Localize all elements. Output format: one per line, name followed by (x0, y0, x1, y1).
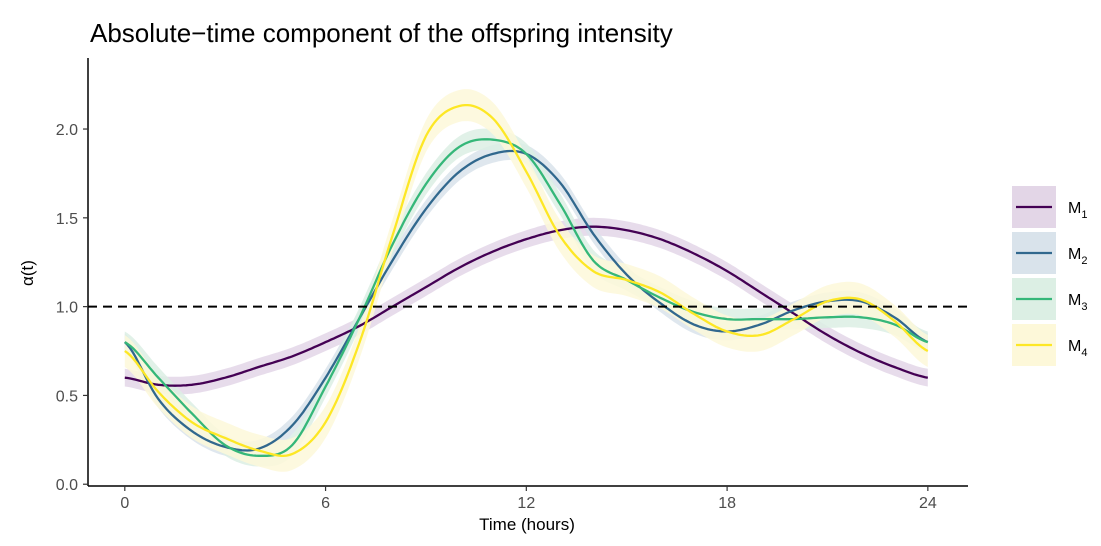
legend-item-1: M1 (1012, 186, 1087, 228)
x-tick-label: 12 (517, 495, 535, 512)
legend-item-3: M3 (1012, 278, 1087, 320)
legend-label: M3 (1068, 292, 1087, 313)
series-line-4 (124, 103, 929, 458)
legend-item-4: M4 (1012, 324, 1087, 366)
y-tick-label: 0.5 (56, 388, 78, 405)
legend-label: M1 (1068, 200, 1087, 221)
x-tick-label: 6 (321, 495, 330, 512)
x-tick-label: 24 (919, 495, 937, 512)
y-tick-label: 1.5 (56, 211, 78, 228)
legend: M1 M2 M3 M4 (1012, 186, 1087, 366)
x-axis-title: Time (hours) (479, 515, 575, 534)
y-tick-label: 2.0 (56, 122, 78, 139)
x-tick-label: 18 (718, 495, 736, 512)
legend-label: M2 (1068, 246, 1087, 267)
x-tick-label: 0 (120, 495, 129, 512)
series-line-1 (124, 225, 929, 387)
series-band-1 (124, 217, 928, 395)
legend-item-2: M2 (1012, 232, 1087, 274)
chart-title: Absolute−time component of the offspring… (90, 18, 673, 48)
y-tick-label: 0.0 (56, 477, 78, 494)
series-band-3 (124, 128, 928, 467)
series-band-4 (124, 89, 928, 472)
plot-area (88, 89, 968, 472)
y-tick-label: 1.0 (56, 300, 78, 317)
y-axis-title: α(t) (18, 260, 37, 286)
axes: 0 6 12 18 24 0.0 0.5 1.0 1.5 2.0 (56, 58, 968, 512)
legend-label: M4 (1068, 338, 1087, 359)
